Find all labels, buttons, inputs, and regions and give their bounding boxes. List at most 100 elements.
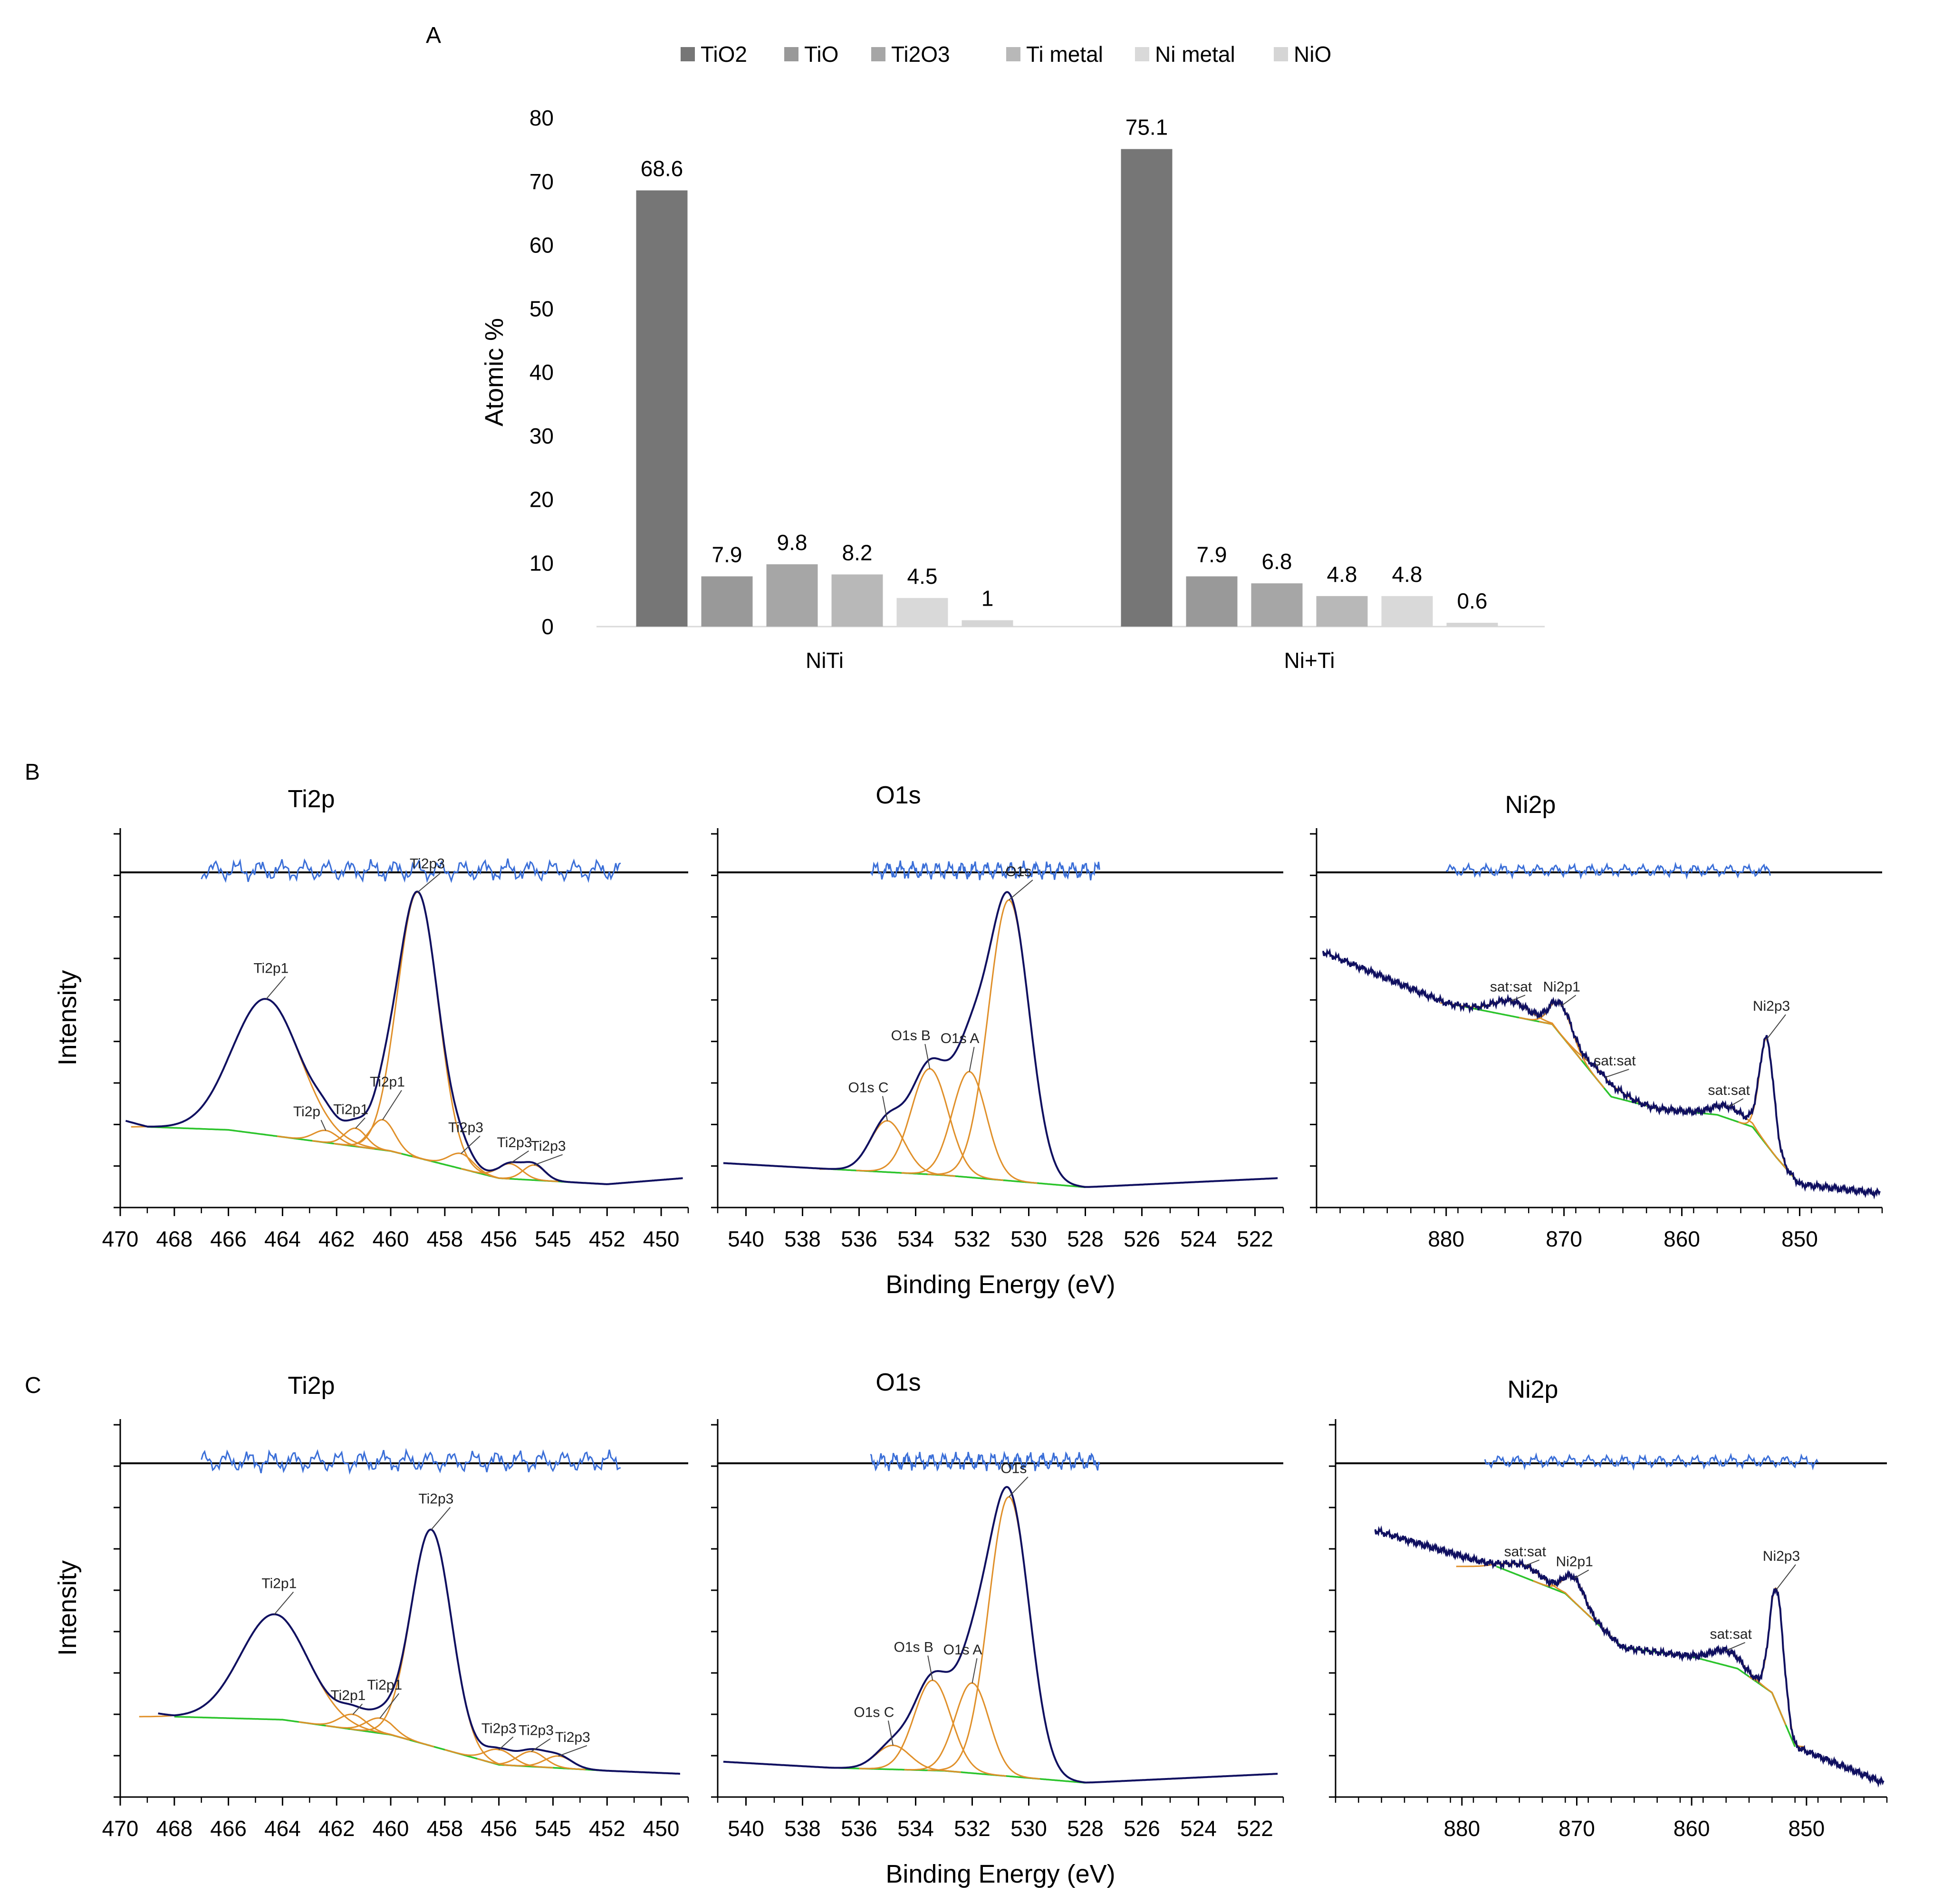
x-tick-label: 540 — [728, 1816, 764, 1841]
x-tick-label: 880 — [1428, 1227, 1464, 1251]
peak-leader-line — [927, 1655, 933, 1681]
x-tick-label: 460 — [373, 1816, 409, 1841]
peak-leader-line — [1729, 1098, 1744, 1107]
bar-tio-ni-ti — [1186, 576, 1238, 627]
bar-ni-metal-ni-ti — [1381, 596, 1433, 627]
x-tick-label: 468 — [156, 1816, 192, 1841]
x-tick-label: 528 — [1067, 1816, 1104, 1841]
spectrum-c-ti2p: 470 468 466 464 462 460 458 456 545 452 450Ti2p3Ti… — [53, 1372, 689, 1841]
peak-label-ti2p1: Ti2p1 — [370, 1074, 405, 1090]
peak-leader-line — [887, 1720, 894, 1746]
residual-trace — [201, 858, 621, 883]
component-peak-sat-sat — [1666, 1649, 1787, 1726]
x-tick-label: 530 — [1010, 1816, 1047, 1841]
x-tick-label: 528 — [1067, 1227, 1104, 1251]
y-tick-label: 60 — [529, 233, 554, 258]
x-tick-label: 532 — [954, 1816, 991, 1841]
data-label-tio-niti: 7.9 — [712, 542, 742, 567]
legend-label-tio2: TiO2 — [701, 42, 747, 67]
legend-swatch-tio2 — [681, 47, 695, 61]
peak-label-o1s-b: O1s B — [894, 1639, 933, 1655]
peak-label-o1s: O1s — [1000, 1461, 1027, 1477]
spectrum-title: O1s — [875, 1369, 921, 1396]
component-peak-o1s-b — [859, 1679, 1007, 1777]
legend-swatch-nio — [1274, 47, 1288, 61]
residual-trace — [870, 1450, 1100, 1472]
component-peak-o1s-b — [856, 1068, 1004, 1181]
envelope-line — [125, 890, 683, 1185]
bar-tio-niti — [701, 576, 753, 627]
component-peak-ti2p1 — [312, 1127, 399, 1154]
legend-swatch-ni-metal — [1135, 47, 1149, 61]
panel-c-label: C — [25, 1373, 41, 1398]
background-line — [831, 1767, 1086, 1784]
component-peak-ti2p3 — [412, 1152, 510, 1179]
spectrum-title: Ti2p — [288, 1372, 335, 1400]
peak-label-ti2p1: Ti2p1 — [333, 1102, 368, 1117]
panel-b-label: B — [25, 760, 40, 785]
peak-label-ti2p3: Ti2p3 — [531, 1139, 566, 1154]
x-tick-label: 466 — [210, 1816, 247, 1841]
envelope-line — [723, 891, 1278, 1188]
y-tick-label: 0 — [541, 614, 554, 639]
peak-label-ti2p3: Ti2p3 — [410, 856, 445, 872]
y-tick-label: 50 — [529, 296, 554, 321]
data-label-ni-metal-niti: 4.5 — [907, 564, 938, 589]
x-tick-label: 462 — [318, 1227, 355, 1251]
spectrum-c-o1s: 540 538 536 534 532 530 528 526 524 522 O1s O1s A O1… — [711, 1369, 1284, 1888]
peak-label-ti2p3: Ti2p3 — [519, 1722, 554, 1738]
x-tick-label: 860 — [1673, 1816, 1710, 1841]
x-tick-label: 456 — [481, 1227, 517, 1251]
bar-ti2o3-niti — [766, 564, 818, 627]
peak-label-ti2p: Ti2p — [293, 1104, 320, 1120]
background-line — [830, 1168, 1086, 1189]
x-tick-label: 536 — [841, 1227, 877, 1251]
component-peak-sat-sat — [1456, 1563, 1595, 1621]
component-peak-ti2p — [277, 1130, 375, 1150]
peak-label-o1s-b: O1s B — [891, 1028, 931, 1044]
peak-label-ti2p3: Ti2p3 — [555, 1730, 590, 1745]
x-tick-label: 522 — [1237, 1816, 1273, 1841]
peak-label-sat-sat: sat:sat — [1708, 1082, 1750, 1098]
x-tick-label: 534 — [897, 1816, 934, 1841]
peak-label-ti2p3: Ti2p3 — [448, 1120, 483, 1135]
peak-leader-line — [1726, 1642, 1746, 1651]
peak-label-ti2p1: Ti2p1 — [330, 1688, 365, 1703]
peak-leader-line — [558, 1745, 587, 1757]
x-tick-label: 524 — [1180, 1227, 1217, 1251]
peak-label-ni2p3: Ni2p3 — [1763, 1548, 1800, 1564]
x-tick-label: 460 — [373, 1227, 409, 1251]
peak-leader-line — [431, 1507, 451, 1530]
component-peak-ni2p1 — [1519, 1002, 1605, 1089]
bar-chart-atomic-percent: 0 10 20 30 40 50 60 70 80 Atomic % NiTi 68.6 7.9 9.8 8… — [480, 42, 1545, 673]
peak-label-sat-sat: sat:sat — [1710, 1626, 1752, 1642]
x-tick-label: 545 — [535, 1227, 571, 1251]
legend-label-ti-metal: Ti metal — [1026, 42, 1103, 67]
peak-label-ti2p1: Ti2p1 — [261, 1576, 297, 1592]
x-tick-label: 464 — [264, 1227, 301, 1251]
peak-leader-line — [320, 1120, 327, 1131]
x-tick-label: 870 — [1546, 1227, 1582, 1251]
peak-leader-line — [1574, 1569, 1589, 1579]
spectrum-title: O1s — [875, 782, 921, 809]
x-tick-label: 860 — [1664, 1227, 1700, 1251]
x-tick-label: 458 — [426, 1816, 463, 1841]
peak-leader-line — [882, 1096, 888, 1121]
peak-label-ni2p1: Ni2p1 — [1543, 979, 1580, 995]
x-tick-label: 470 — [102, 1816, 139, 1841]
x-tick-label: 522 — [1237, 1227, 1273, 1251]
bar-nio-ni-ti — [1446, 622, 1498, 627]
peak-leader-line — [382, 1090, 402, 1120]
bar-tio2-niti — [636, 190, 688, 627]
x-tick-label: 880 — [1443, 1816, 1480, 1841]
spectrum-title: Ti2p — [288, 785, 335, 813]
peak-leader-line — [531, 1738, 551, 1752]
panel-a-label: A — [426, 23, 441, 48]
peak-label-ti2p3: Ti2p3 — [497, 1135, 532, 1150]
data-label-tio-ni-ti: 7.9 — [1197, 542, 1227, 567]
peak-label-o1s-c: O1s C — [854, 1704, 894, 1720]
data-label-ti-metal-niti: 8.2 — [842, 540, 873, 565]
peak-label-sat-sat: sat:sat — [1594, 1053, 1636, 1069]
x-tick-label: 458 — [426, 1227, 463, 1251]
